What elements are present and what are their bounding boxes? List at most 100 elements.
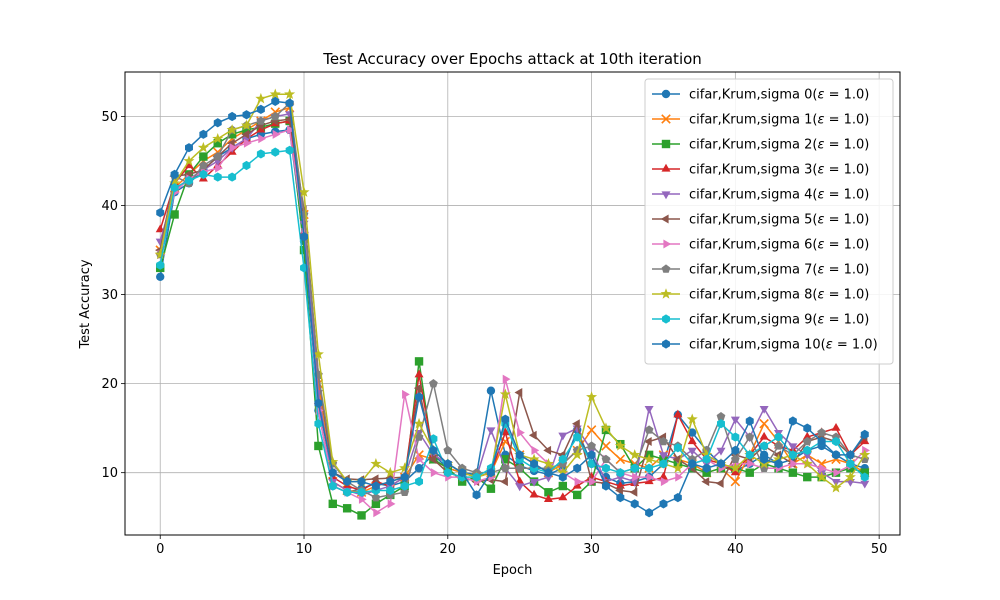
data-point — [529, 478, 539, 487]
data-point — [572, 480, 582, 489]
data-point — [229, 143, 238, 153]
data-point — [661, 114, 671, 124]
data-point — [500, 427, 510, 436]
data-point — [472, 472, 481, 482]
data-point — [416, 454, 425, 464]
data-point — [803, 445, 812, 456]
data-point — [400, 487, 410, 496]
legend-box — [644, 78, 894, 365]
data-point — [730, 467, 740, 476]
data-point — [788, 468, 798, 477]
data-point — [615, 454, 626, 465]
plot-series — [154, 88, 871, 520]
data-point — [528, 453, 540, 465]
data-point — [443, 459, 452, 469]
data-point — [543, 474, 553, 483]
data-point — [428, 454, 437, 464]
data-point — [285, 145, 294, 155]
legend-entry: cifar,Krum,sigma 6(ε = 1.0) — [652, 238, 869, 253]
data-point — [673, 409, 683, 418]
data-point — [645, 508, 654, 518]
data-point — [645, 463, 654, 473]
data-point — [514, 388, 523, 398]
data-point — [386, 485, 395, 496]
data-point — [702, 463, 711, 473]
data-point — [587, 441, 596, 450]
data-point — [500, 477, 508, 487]
data-point — [817, 428, 827, 437]
data-point — [788, 443, 798, 452]
data-point — [170, 210, 179, 219]
data-point — [400, 481, 409, 491]
data-point — [630, 463, 639, 473]
data-point — [774, 441, 783, 450]
data-point — [616, 493, 625, 503]
data-point — [213, 172, 222, 182]
series-10 — [156, 96, 869, 518]
data-point — [269, 88, 281, 99]
data-point — [832, 450, 840, 460]
data-point — [387, 499, 396, 509]
data-point — [502, 374, 511, 384]
data-point — [717, 419, 725, 429]
data-point — [588, 477, 597, 487]
data-point — [156, 208, 165, 218]
y-tick-label: 40 — [101, 199, 118, 214]
data-point — [256, 116, 266, 125]
legend-label: cifar,Krum,sigma 1(ε = 1.0) — [689, 113, 869, 128]
data-point — [371, 481, 380, 491]
data-point — [860, 436, 870, 445]
data-point — [515, 450, 524, 460]
data-point — [558, 454, 567, 464]
data-point — [833, 468, 842, 478]
data-point — [730, 476, 741, 487]
data-point — [745, 416, 754, 426]
data-point — [816, 471, 828, 482]
data-point — [256, 124, 266, 133]
data-point — [558, 432, 568, 441]
x-tick-label: 50 — [871, 542, 888, 557]
legend-entry: cifar,Krum,sigma 10(ε = 1.0) — [652, 338, 878, 353]
data-point — [215, 163, 223, 173]
data-point — [860, 480, 870, 489]
data-point — [429, 379, 438, 388]
data-point — [357, 476, 366, 487]
data-point — [760, 441, 769, 451]
data-point — [212, 132, 224, 144]
data-point — [860, 472, 869, 482]
data-point — [558, 481, 568, 491]
data-point — [661, 139, 671, 149]
data-point — [156, 272, 165, 281]
x-tick-label: 0 — [156, 542, 164, 557]
data-point — [747, 459, 755, 469]
data-point — [632, 472, 640, 482]
x-tick-label: 10 — [296, 542, 313, 557]
data-point — [169, 177, 181, 188]
data-point — [686, 413, 698, 424]
data-point — [658, 452, 668, 461]
data-point — [688, 428, 697, 437]
data-point — [154, 248, 166, 260]
data-point — [662, 339, 670, 349]
data-point — [543, 445, 552, 455]
data-point — [659, 436, 668, 446]
data-point — [213, 139, 222, 148]
data-point — [759, 418, 769, 429]
data-point — [198, 160, 208, 170]
data-point — [663, 239, 672, 249]
y-tick-label: 30 — [101, 288, 118, 303]
data-point — [314, 398, 323, 408]
data-point — [716, 447, 726, 456]
data-point — [443, 445, 453, 455]
data-point — [790, 459, 799, 469]
data-point — [155, 224, 165, 233]
data-point — [357, 487, 366, 497]
data-point — [573, 463, 582, 473]
data-point — [544, 488, 553, 497]
data-point — [659, 499, 668, 509]
data-point — [629, 487, 638, 497]
data-point — [745, 450, 754, 460]
data-point — [675, 472, 684, 482]
data-point — [687, 447, 697, 456]
